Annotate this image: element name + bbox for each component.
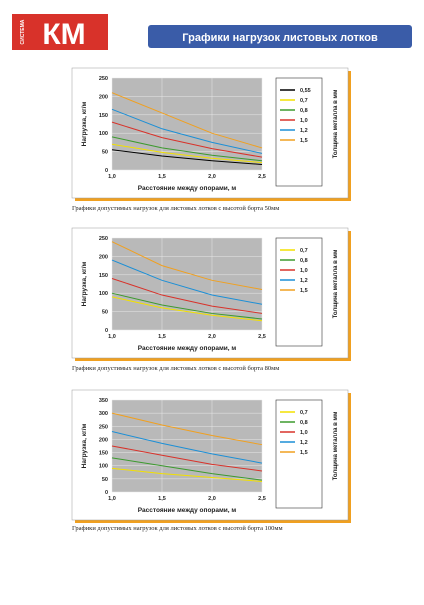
legend-label: 0,8: [300, 108, 308, 114]
y-tick-label: 0: [105, 168, 108, 174]
legend-label: 1,5: [300, 138, 308, 144]
series-line: [111, 241, 263, 291]
y-tick-label: 150: [99, 451, 108, 457]
legend-title: Толщина металла в мм: [333, 411, 339, 480]
y-tick-label: 200: [99, 437, 108, 443]
series-line: [111, 136, 263, 162]
plot-area: [112, 78, 262, 170]
y-tick-label: 250: [99, 236, 108, 242]
caption: Графики допустимых нагрузок для листовых…: [72, 205, 279, 212]
y-axis-label: Нагрузка, кг/м: [81, 101, 88, 146]
y-tick-label: 150: [99, 273, 108, 279]
legend-label: 0,8: [300, 420, 308, 426]
legend-label: 1,2: [300, 440, 308, 446]
title-banner: [148, 25, 412, 48]
legend-title: Толщина металла в мм: [333, 249, 339, 318]
x-tick-label: 2,0: [208, 496, 216, 502]
logo-small: СИСТЕМА: [20, 19, 26, 44]
legend-box: [275, 399, 323, 509]
legend-label: 1,0: [300, 268, 308, 274]
legend-label: 0,7: [300, 98, 308, 104]
y-tick-label: 50: [102, 310, 108, 316]
y-tick-label: 0: [105, 328, 108, 334]
legend-label: 0,8: [300, 258, 308, 264]
legend-label: 1,2: [300, 128, 308, 134]
x-axis-label: Расстояние между опорами, м: [138, 507, 237, 514]
legend-label: 0,7: [300, 410, 308, 416]
legend-label: 1,0: [300, 118, 308, 124]
series-line: [111, 92, 263, 149]
y-tick-label: 150: [99, 113, 108, 119]
series-line: [111, 445, 263, 472]
series-line: [111, 467, 263, 482]
y-tick-label: 200: [99, 254, 108, 260]
y-tick-label: 350: [99, 398, 108, 404]
x-tick-label: 2,5: [258, 334, 266, 340]
legend-box: [275, 77, 323, 187]
legend-title: Толщина металла в мм: [333, 89, 339, 158]
legend-label: 1,2: [300, 278, 308, 284]
y-tick-label: 100: [99, 131, 108, 137]
x-axis-label: Расстояние между опорами, м: [138, 185, 237, 192]
x-tick-label: 2,0: [208, 334, 216, 340]
y-tick-label: 250: [99, 76, 108, 82]
legend-label: 1,0: [300, 430, 308, 436]
plot-area: [112, 400, 262, 492]
x-tick-label: 1,5: [158, 174, 166, 180]
x-tick-label: 2,0: [208, 174, 216, 180]
series-line: [111, 149, 263, 165]
y-axis-label: Нагрузка, кг/м: [81, 423, 88, 468]
x-tick-label: 2,5: [258, 174, 266, 180]
x-tick-label: 2,5: [258, 496, 266, 502]
y-tick-label: 200: [99, 94, 108, 100]
legend-box: [275, 237, 323, 347]
legend-label: 1,5: [300, 288, 308, 294]
x-tick-label: 1,5: [158, 496, 166, 502]
x-tick-label: 1,5: [158, 334, 166, 340]
y-tick-label: 50: [102, 150, 108, 156]
x-tick-label: 1,0: [108, 496, 116, 502]
series-line: [111, 259, 263, 305]
series-line: [111, 431, 263, 464]
series-line: [111, 457, 263, 481]
x-tick-label: 1,0: [108, 174, 116, 180]
y-tick-label: 100: [99, 291, 108, 297]
series-line: [111, 296, 263, 322]
legend-label: 0,7: [300, 248, 308, 254]
legend-label: 1,5: [300, 450, 308, 456]
caption: Графики допустимых нагрузок для листовых…: [72, 525, 283, 532]
y-axis-label: Нагрузка, кг/м: [81, 261, 88, 306]
y-tick-label: 0: [105, 490, 108, 496]
y-tick-label: 100: [99, 464, 108, 470]
caption: Графики допустимых нагрузок для листовых…: [72, 365, 279, 372]
x-tick-label: 1,0: [108, 334, 116, 340]
series-line: [111, 108, 263, 154]
legend-label: 0,55: [300, 88, 311, 94]
y-tick-label: 250: [99, 424, 108, 430]
series-line: [111, 292, 263, 320]
logo: КМ: [42, 18, 85, 51]
page-title: Графики нагрузок листовых лотков: [182, 32, 378, 44]
series-line: [111, 278, 263, 314]
series-line: [111, 143, 263, 164]
series-line: [111, 121, 263, 158]
y-tick-label: 300: [99, 411, 108, 417]
y-tick-label: 50: [102, 477, 108, 483]
logo-box: [12, 14, 108, 50]
series-line: [111, 412, 263, 446]
x-axis-label: Расстояние между опорами, м: [138, 345, 237, 352]
